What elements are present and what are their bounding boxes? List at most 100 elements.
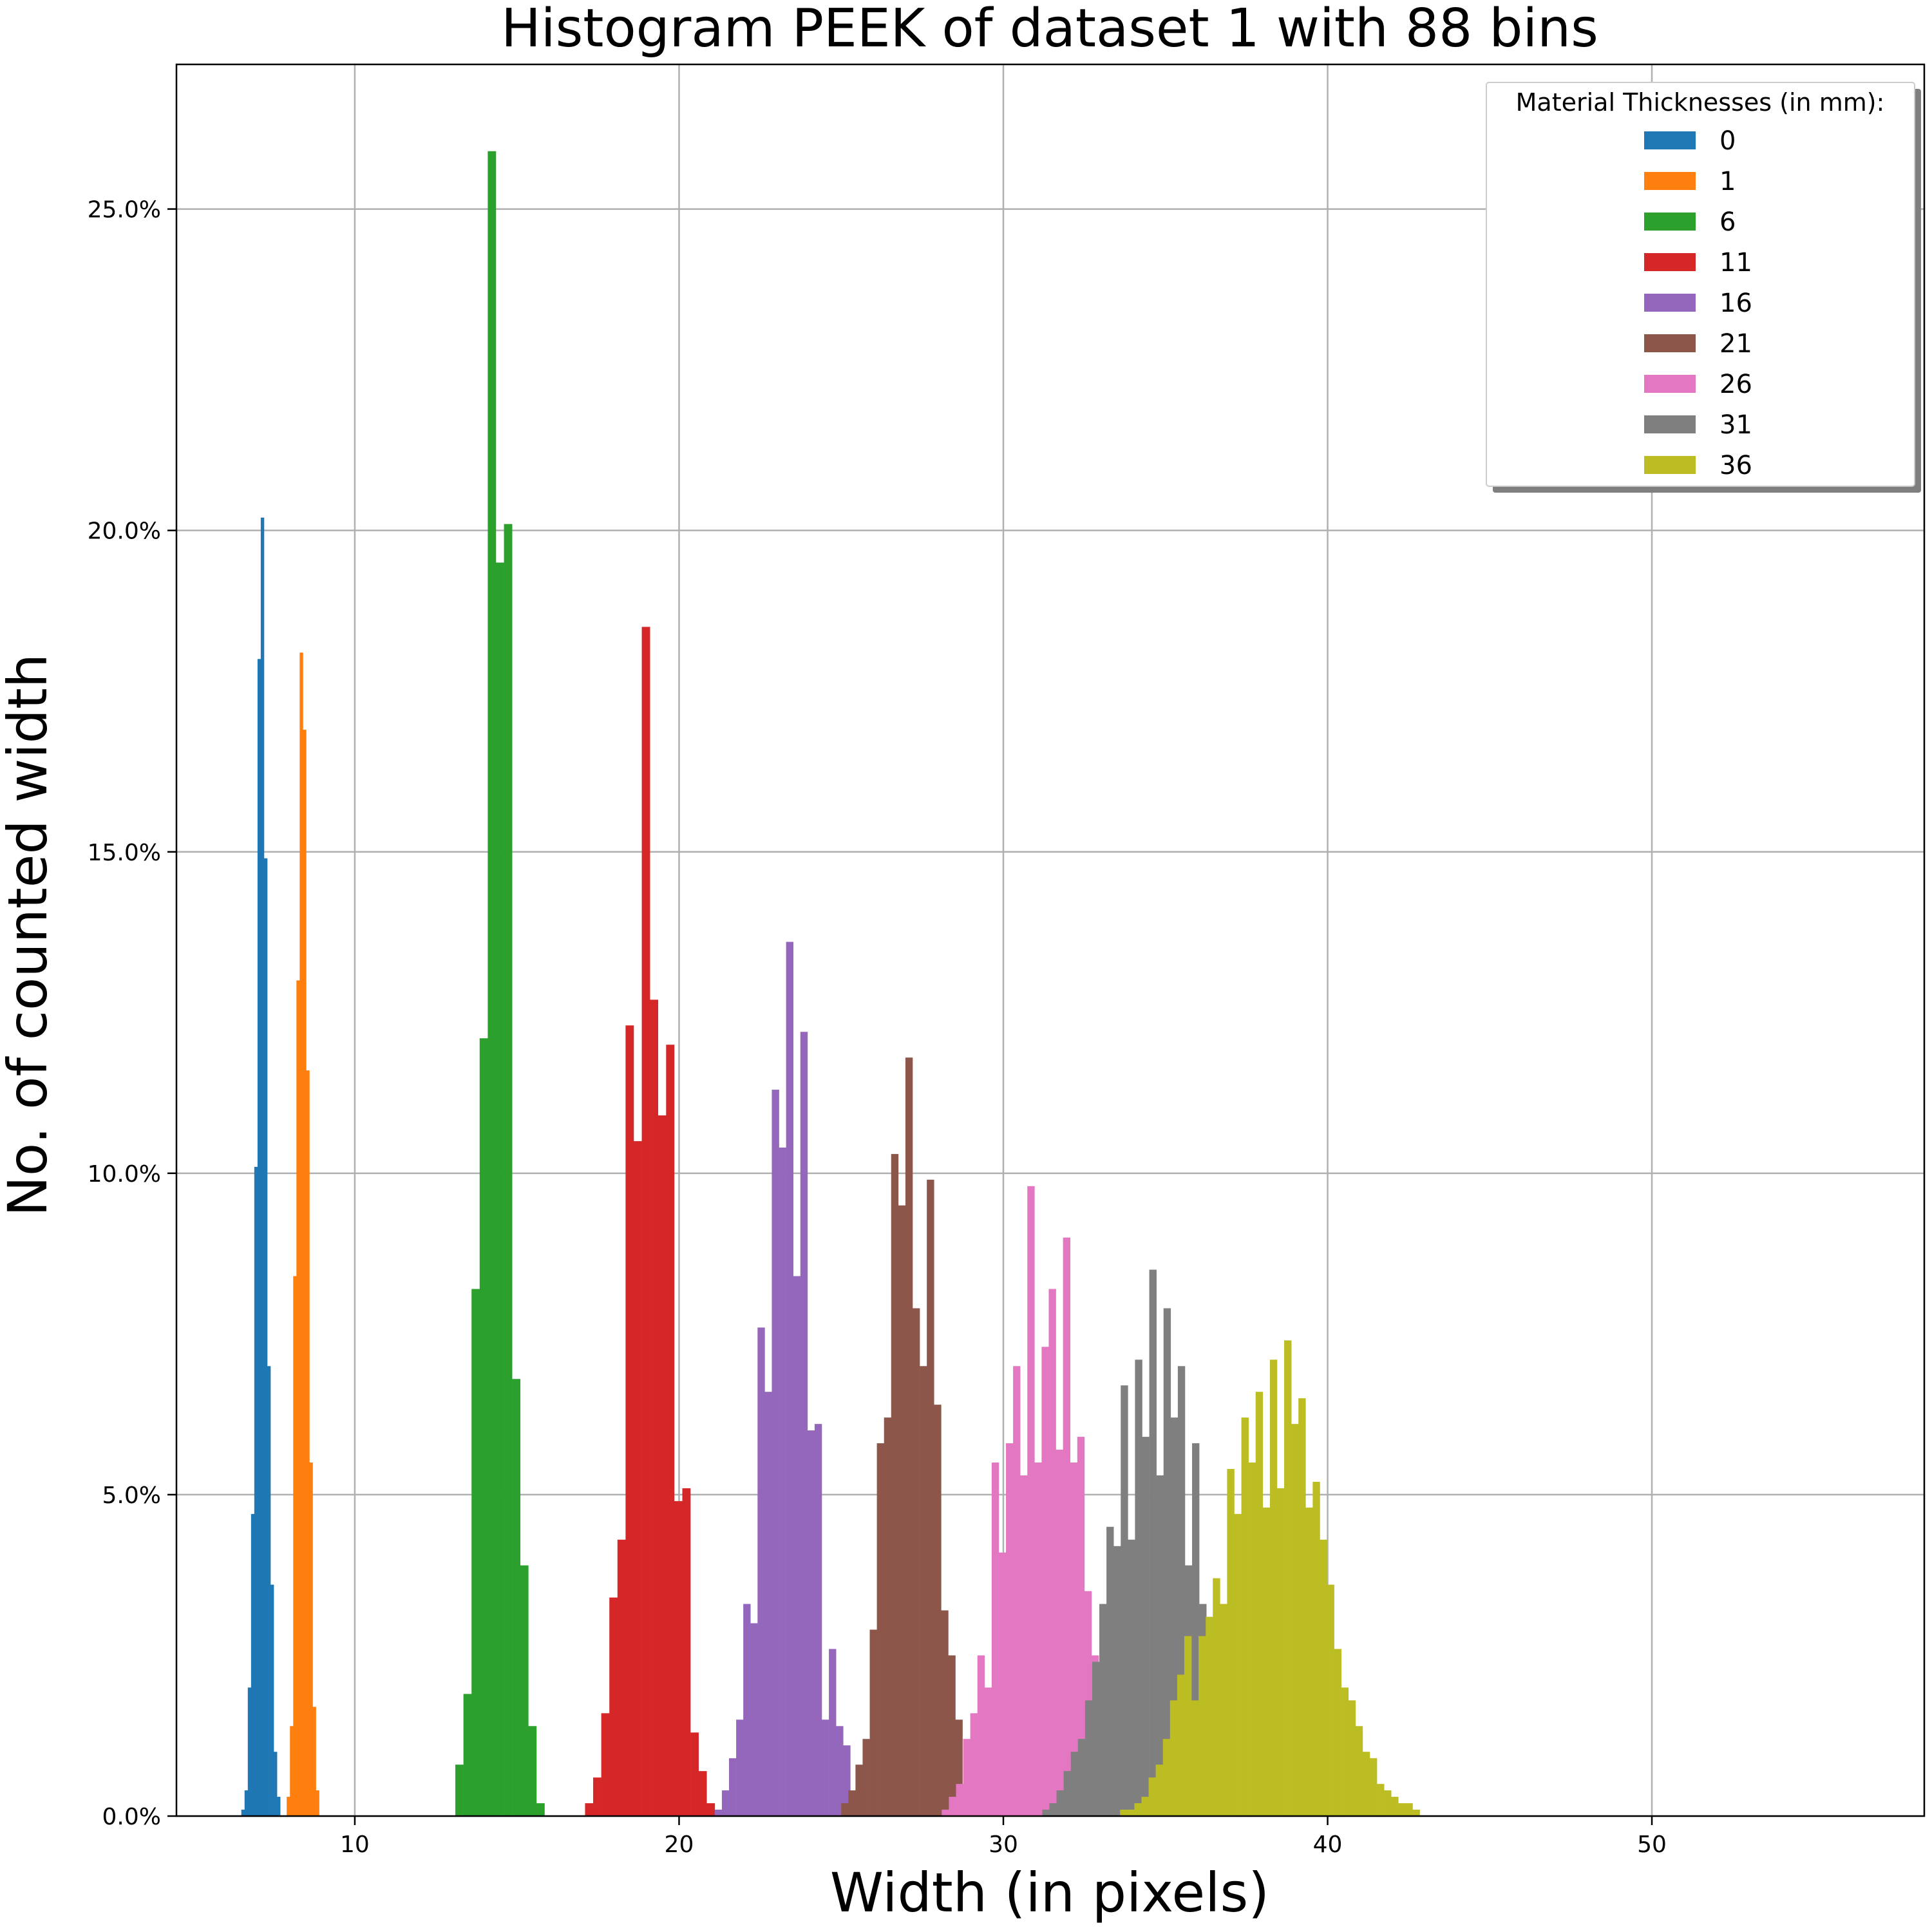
histogram-bar xyxy=(1276,1488,1285,1816)
histogram-bar xyxy=(1348,1700,1356,1816)
histogram-bar xyxy=(1234,1513,1242,1816)
histogram-bar xyxy=(1121,1385,1128,1816)
histogram-bar xyxy=(674,1501,683,1816)
histogram-bar xyxy=(970,1713,978,1816)
histogram-bar xyxy=(822,1719,829,1816)
histogram-bar xyxy=(1013,1366,1021,1816)
histogram-bar xyxy=(949,1797,956,1816)
histogram-bar xyxy=(306,1070,310,1816)
histogram-bar xyxy=(814,1424,822,1816)
legend-label: 6 xyxy=(1719,207,1736,237)
histogram-bar xyxy=(309,1463,313,1816)
histogram-bar xyxy=(869,1629,877,1816)
histogram-bar xyxy=(312,1707,316,1816)
y-tick-label: 0.0% xyxy=(102,1804,161,1830)
histogram-bar xyxy=(1341,1687,1349,1816)
legend-label: 1 xyxy=(1719,167,1736,196)
x-tick-label: 10 xyxy=(340,1832,370,1858)
histogram-bar xyxy=(1099,1604,1107,1816)
histogram-bar xyxy=(1177,1366,1186,1816)
histogram-bar xyxy=(1327,1584,1334,1816)
legend-swatch xyxy=(1644,253,1696,271)
histogram-bar xyxy=(260,517,265,1816)
y-tick-label: 20.0% xyxy=(88,518,161,545)
histogram-bar xyxy=(764,1392,772,1816)
x-tick-label: 20 xyxy=(665,1832,694,1858)
histogram-bar xyxy=(528,1726,537,1816)
histogram-bar xyxy=(948,1655,956,1816)
legend-label: 0 xyxy=(1719,126,1736,156)
histogram-bar xyxy=(274,1752,278,1816)
histogram-bar xyxy=(263,858,268,1816)
histogram-bar xyxy=(1163,1308,1171,1816)
histogram-bar xyxy=(1162,1739,1171,1816)
histogram-bar xyxy=(721,1790,730,1816)
histogram-bar xyxy=(862,1739,870,1816)
series-26-bars xyxy=(942,1186,1099,1816)
histogram-bar xyxy=(690,1732,699,1816)
histogram-bar xyxy=(1192,1443,1200,1816)
histogram-bar xyxy=(682,1488,691,1816)
histogram-bar xyxy=(293,1276,297,1816)
histogram-bar xyxy=(706,1803,715,1816)
histogram-bar xyxy=(1092,1662,1100,1816)
histogram-bar xyxy=(625,1025,634,1816)
histogram-bar xyxy=(512,1379,521,1816)
histogram-bar xyxy=(455,1765,464,1816)
histogram-bar xyxy=(963,1739,971,1816)
chart-title: Histogram PEEK of dataset 1 with 88 bins xyxy=(501,0,1598,59)
histogram-bar xyxy=(1241,1417,1249,1816)
histogram-bar xyxy=(1063,1237,1071,1816)
x-tick-label: 50 xyxy=(1637,1832,1667,1858)
histogram-bar xyxy=(1127,1810,1135,1816)
plot-frame xyxy=(175,63,1926,1817)
histogram-bar xyxy=(1120,1810,1128,1816)
histogram-bar xyxy=(1135,1359,1142,1816)
histogram-bar xyxy=(1155,1765,1164,1816)
histogram-bar xyxy=(520,1565,529,1816)
legend-swatch xyxy=(1644,334,1696,352)
histogram-bar xyxy=(303,730,307,1816)
histogram-bar xyxy=(855,1765,863,1816)
histogram-bar xyxy=(1041,1347,1049,1816)
histogram-bar xyxy=(1312,1481,1320,1816)
histogram-bar xyxy=(1170,1417,1179,1816)
histogram-bar xyxy=(1369,1758,1378,1816)
histogram-bar xyxy=(299,652,303,1817)
histogram-bar xyxy=(1048,1289,1056,1816)
histogram-bar xyxy=(504,524,513,1817)
histogram-bar xyxy=(807,1430,815,1816)
histogram-bar xyxy=(241,1810,245,1816)
histogram-bar xyxy=(800,1032,808,1816)
legend-title: Material Thicknesses (in mm): xyxy=(1516,88,1885,117)
histogram-bar xyxy=(1034,1463,1042,1816)
histogram-bar xyxy=(316,1790,319,1816)
histogram-bar xyxy=(1298,1398,1306,1816)
histogram-bar xyxy=(1220,1604,1227,1816)
histogram-bar xyxy=(601,1713,610,1816)
series-1-bars xyxy=(287,652,319,1817)
histogram-bar xyxy=(793,1276,801,1816)
histogram-bar xyxy=(829,1649,837,1816)
histogram-bar xyxy=(1077,1437,1085,1816)
histogram-bar xyxy=(1262,1507,1271,1816)
histogram-bar xyxy=(1384,1790,1392,1816)
histogram-bar xyxy=(1377,1784,1385,1816)
histogram-bar xyxy=(585,1803,594,1816)
histogram-bar xyxy=(1227,1468,1235,1816)
histogram-bar xyxy=(736,1719,744,1816)
histogram-bar xyxy=(1334,1649,1341,1816)
histogram-bar xyxy=(779,1147,786,1816)
histogram-bar xyxy=(934,1405,942,1816)
histogram-bar xyxy=(666,1045,675,1816)
histogram-bar xyxy=(698,1771,707,1816)
histogram-bar xyxy=(633,1141,642,1816)
histogram-bar xyxy=(714,1810,723,1816)
y-axis-label: No. of counted width xyxy=(0,654,59,1217)
histogram-bar xyxy=(942,1810,949,1816)
series-11-bars xyxy=(585,627,715,1816)
histogram-bar xyxy=(1056,1790,1064,1816)
x-tick-label: 30 xyxy=(989,1832,1018,1858)
histogram-bar xyxy=(836,1726,844,1816)
